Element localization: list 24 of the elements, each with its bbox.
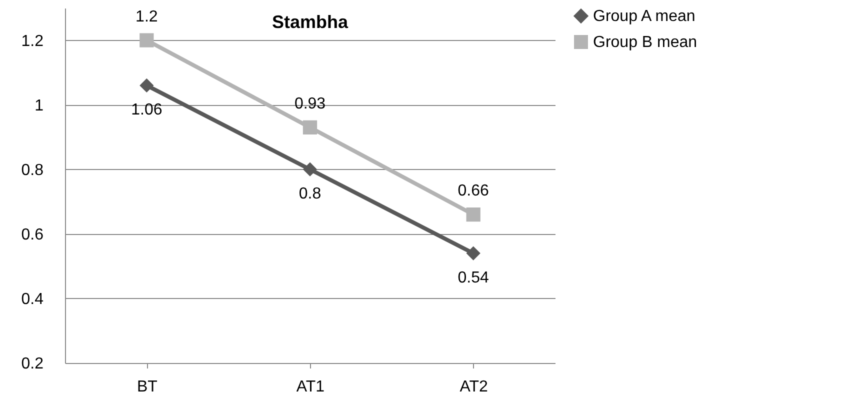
point (466, 246, 480, 260)
data-label: 0.8 (298, 185, 322, 202)
point (302, 120, 318, 134)
y-tick-label: 0.8 (21, 162, 44, 179)
point (140, 78, 154, 93)
y-tick-label: 0.4 (21, 290, 44, 308)
legend-label: Group A mean (593, 8, 696, 25)
data-label: 0.66 (458, 182, 490, 200)
y-tick-label: 1 (34, 97, 44, 114)
y-tick-label: 0.2 (21, 356, 44, 372)
chart-title: Stambha (272, 12, 349, 32)
point (302, 162, 318, 176)
point (466, 207, 480, 222)
x-tick-label: AT1 (296, 378, 325, 396)
legend-label: Group B mean (593, 34, 698, 51)
point (140, 33, 154, 48)
data-label: 1.2 (136, 8, 158, 26)
x-tick-label: BT (136, 378, 158, 396)
y-tick-label: 0.6 (21, 226, 44, 244)
y-tick-label: 1.2 (21, 32, 44, 50)
data-label: 1.06 (131, 101, 162, 118)
x-tick-label: AT2 (460, 378, 488, 396)
data-label: 0.93 (294, 95, 326, 112)
data-label: 0.54 (458, 269, 490, 286)
